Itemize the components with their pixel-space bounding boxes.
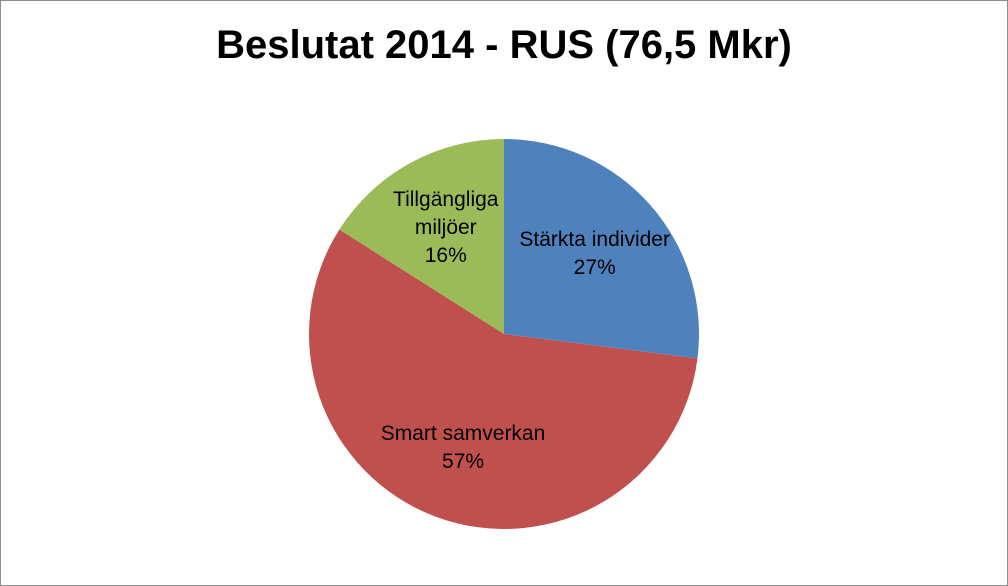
slice-label: Stärkta individer 27% [485, 226, 705, 282]
category-label: Stärkta individer [519, 228, 670, 252]
pie-slice [504, 139, 699, 359]
chart-title: Beslutat 2014 - RUS (76,5 Mkr) [216, 23, 792, 67]
pie-slice [309, 229, 698, 529]
value-label: 27% [573, 256, 616, 280]
slice-label: Tillgängliga miljöer 16% [381, 186, 511, 270]
category-label: Tillgängliga miljöer [393, 188, 499, 240]
value-label: 57% [442, 449, 485, 473]
category-label: Smart samverkan [380, 421, 546, 445]
pie-slice [339, 139, 504, 334]
value-label: 16% [424, 244, 467, 268]
slice-label: Smart samverkan 57% [353, 420, 573, 476]
